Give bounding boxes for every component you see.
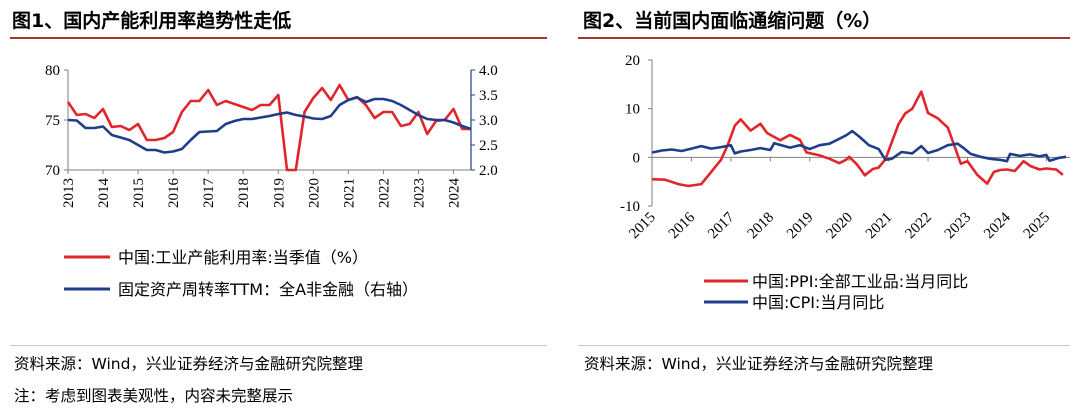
figure1-source: 资料来源：Wind，兴业证券经济与金融研究院整理	[14, 355, 363, 373]
x-tick-label: 2025	[1021, 210, 1054, 243]
figure2-title-rule	[578, 37, 1070, 39]
series-line-2	[67, 96, 472, 154]
figure1-title-rule	[10, 37, 547, 39]
x-tick-label: 2022	[376, 178, 392, 208]
x-tick-label: 2023	[411, 178, 427, 208]
y-tick-label: 10	[625, 102, 640, 118]
x-tick-label: 2020	[306, 178, 322, 208]
x-tick-label: 2019	[271, 178, 287, 208]
series-line-2	[651, 129, 1067, 163]
x-tick-label: 2018	[745, 210, 778, 243]
left-tick-label: 80	[45, 63, 60, 79]
figure2-title: 图2、当前国内面临通缩问题（%）	[583, 10, 882, 32]
x-tick-label: 2024	[981, 209, 1014, 242]
x-tick-label: 2015	[131, 178, 147, 208]
legend-label-2: 固定资产周转率TTM：全A非金融（右轴）	[118, 280, 418, 299]
x-tick-label: 2016	[166, 178, 182, 209]
x-tick-label: 2023	[942, 210, 975, 243]
x-tick-label: 2013	[61, 178, 77, 208]
figure1-note: 注：考虑到图表美观性，内容未完整展示	[14, 387, 294, 405]
legend-label-1: 中国:PPI:全部工业品:当月同比	[752, 272, 968, 291]
x-tick-label: 2017	[705, 209, 738, 242]
right-tick-label: 3.5	[479, 88, 498, 104]
series-line-1	[66, 83, 471, 172]
y-tick-label: 0	[633, 150, 641, 166]
x-tick-label: 2020	[823, 210, 856, 243]
legend-label-2: 中国:CPI:当月同比	[752, 293, 884, 312]
series-line-1	[651, 90, 1064, 188]
x-tick-label: 2021	[863, 210, 896, 243]
x-tick-label: 2018	[236, 178, 252, 208]
x-tick-label: 2024	[446, 178, 462, 209]
right-tick-label: 3.0	[479, 113, 498, 129]
x-tick-label: 2019	[784, 210, 817, 243]
figure1-chart: 70 75 80 2.0 2.5 3.0 3.5 4.0 2013 2014 2015 2016 201…	[45, 63, 498, 299]
x-tick-label: 2016	[666, 209, 699, 242]
x-tick-label: 2014	[96, 178, 112, 209]
left-tick-label: 75	[45, 113, 60, 129]
y-tick-label: 20	[625, 53, 640, 69]
figure1-source-rule	[10, 345, 547, 346]
left-tick-label: 70	[45, 163, 60, 179]
figure2-source: 资料来源：Wind，兴业证券经济与金融研究院整理	[584, 355, 933, 373]
x-tick-label: 2017	[201, 178, 217, 209]
x-tick-label: 2021	[341, 178, 357, 208]
figure2-source-rule	[578, 345, 1070, 346]
figure1-title: 图1、国内产能利用率趋势性走低	[12, 10, 292, 32]
right-tick-label: 2.0	[479, 163, 498, 179]
right-tick-label: 4.0	[479, 63, 498, 79]
legend-label-1: 中国:工业产能利用率:当季值（%）	[118, 248, 368, 267]
y-tick-label: -10	[620, 199, 640, 215]
x-tick-label: 2022	[902, 210, 935, 243]
right-tick-label: 2.5	[479, 138, 498, 154]
